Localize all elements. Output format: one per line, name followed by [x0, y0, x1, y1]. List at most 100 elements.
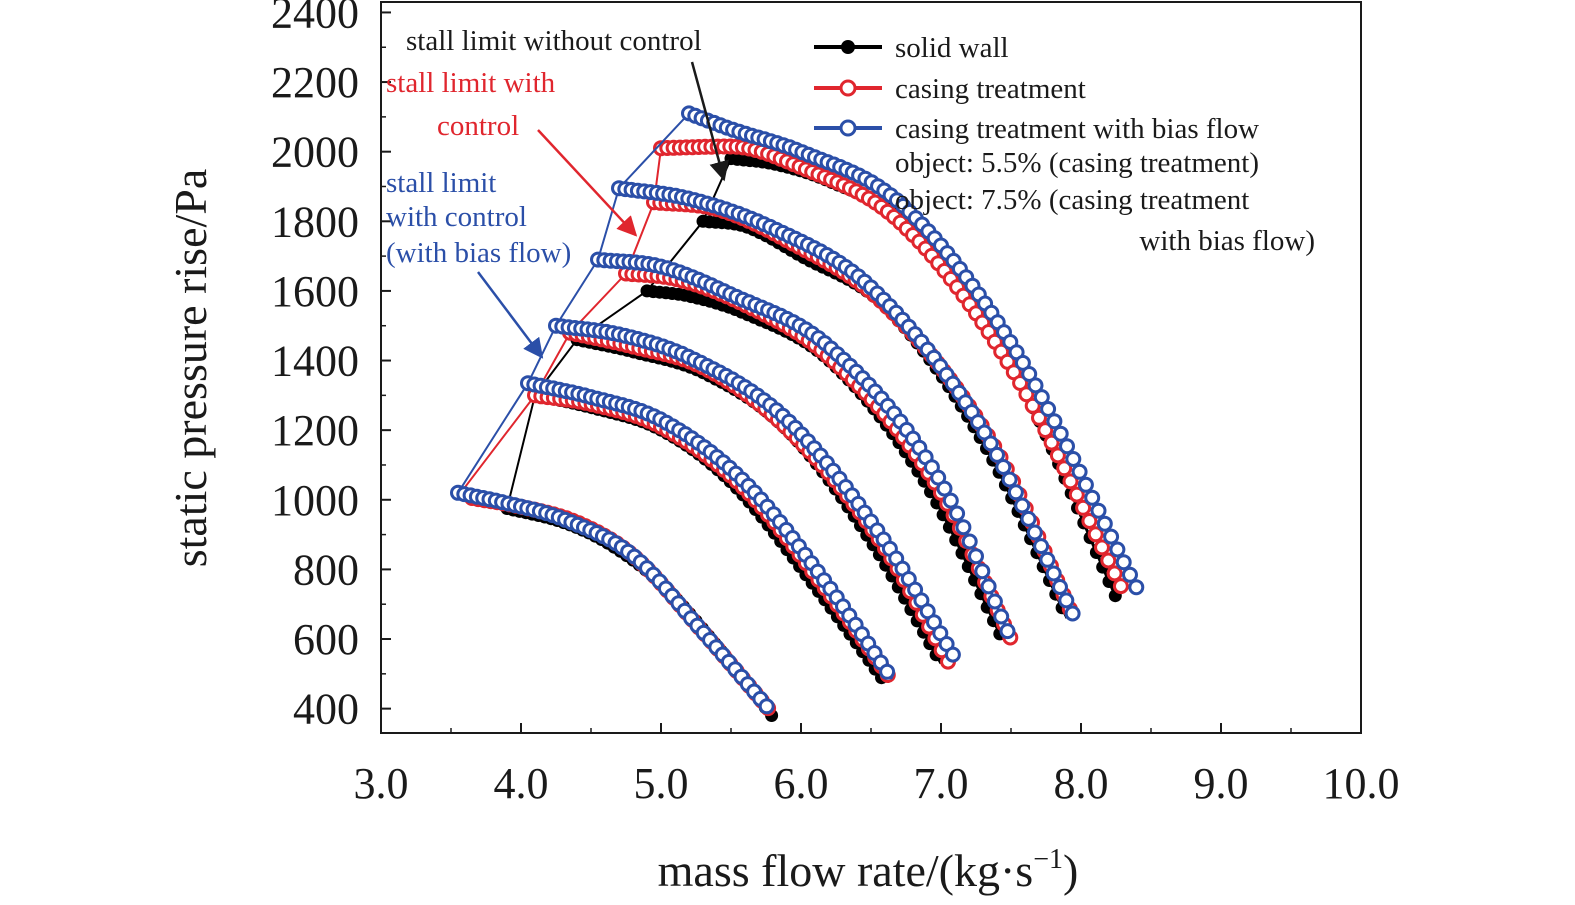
x-tick-label: 7.0: [914, 759, 969, 808]
annotation-arrow: [537, 129, 638, 237]
x-axis-title-close: ): [1063, 845, 1078, 896]
plot-area: [450, 105, 1145, 722]
x-tick-label: 3.0: [354, 759, 409, 808]
data-point: [993, 608, 1010, 625]
y-tick-label: 1200: [271, 406, 359, 455]
x-tick-label: 10.0: [1323, 759, 1400, 808]
legend-entry-solid-wall: solid wall: [814, 32, 1009, 64]
x-tick-label: 9.0: [1194, 759, 1249, 808]
data-point: [974, 563, 991, 580]
speedline-curve: [653, 200, 1076, 619]
data-point: [1046, 413, 1063, 430]
speedline-curve: [506, 507, 775, 719]
data-point: [1087, 526, 1104, 543]
data-point: [1075, 499, 1092, 516]
data-point: [1084, 489, 1101, 506]
data-point: [1007, 484, 1024, 501]
legend-label-bias-flow: casing treatment with bias flow: [895, 113, 1259, 145]
data-point: [999, 623, 1016, 640]
x-axis-title-sup: −1: [1033, 844, 1063, 875]
annotation-arrow: [477, 271, 544, 359]
y-tick-label: 1000: [271, 476, 359, 525]
legend-marker-casing-treatment: [839, 79, 857, 97]
y-tick-label: 800: [293, 545, 359, 594]
series-3: [450, 105, 1145, 715]
data-point: [936, 480, 953, 497]
legend: solid wall casing treatment casing treat…: [814, 32, 1315, 257]
data-point: [1071, 463, 1088, 480]
y-tick-label: 400: [293, 685, 359, 734]
data-point: [1115, 554, 1132, 571]
y-tick-label: 1400: [271, 337, 359, 386]
annotation-text: stall limit without control: [406, 25, 702, 57]
annotation-text: stall limit with: [386, 67, 556, 99]
data-point: [1052, 425, 1069, 442]
data-point: [1031, 409, 1047, 426]
data-point: [1033, 389, 1050, 406]
data-point: [1027, 377, 1044, 394]
data-point: [1026, 524, 1043, 541]
data-point: [1068, 486, 1085, 503]
annotation-text: (with bias flow): [386, 237, 571, 269]
y-tick-label: 2400: [271, 0, 359, 37]
data-point: [942, 492, 959, 509]
data-point: [1001, 471, 1018, 488]
data-point: [1094, 539, 1110, 556]
x-tick-label: 5.0: [634, 759, 689, 808]
data-point: [1103, 528, 1120, 545]
x-tick-label: 8.0: [1054, 759, 1109, 808]
x-tick-label: 4.0: [494, 759, 549, 808]
legend-entry-bias-flow: casing treatment with bias flow: [814, 113, 1259, 145]
y-tick-label: 2200: [271, 58, 359, 107]
data-point: [1112, 578, 1129, 595]
data-point: [1064, 605, 1081, 622]
data-point: [986, 593, 1003, 610]
data-point: [949, 505, 966, 522]
data-point: [879, 663, 896, 680]
data-point: [1081, 513, 1098, 529]
annotation-with-control: stall limit with control: [386, 67, 638, 237]
data-point: [1018, 386, 1035, 403]
data-point: [1062, 473, 1079, 490]
data-point: [1020, 510, 1037, 527]
annotation-arrow: [690, 61, 729, 182]
data-point: [1043, 434, 1060, 451]
y-tick-label: 1800: [271, 197, 359, 246]
data-point: [1128, 579, 1145, 596]
data-point: [995, 459, 1012, 475]
legend-note-bias-1: object: 7.5% (casing treatment: [895, 184, 1249, 216]
data-point: [1109, 541, 1126, 558]
plot-frame: [380, 1, 1362, 734]
y-tick-label: 1600: [271, 267, 359, 316]
data-point: [1052, 579, 1068, 595]
y-axis: 400 600 800 1000 1200 1400 1600 1800 2000 2200 240…: [271, 0, 391, 734]
x-tick-label: 6.0: [774, 759, 829, 808]
data-point: [989, 446, 1005, 463]
legend-marker-bias-flow: [839, 119, 857, 137]
data-point: [1122, 566, 1138, 583]
legend-label-solid-wall: solid wall: [895, 32, 1009, 64]
data-point: [1058, 592, 1075, 609]
x-axis: 3.0 4.0 5.0 6.0 7.0 8.0 9.0 10.0: [354, 723, 1400, 808]
x-axis-title-main: mass flow rate/(kg·s: [658, 845, 1034, 896]
data-point: [1106, 565, 1123, 582]
data-point: [1077, 476, 1094, 493]
x-axis-title: mass flow rate/(kg·s−1): [658, 844, 1079, 896]
data-point: [758, 698, 775, 715]
data-point: [1040, 401, 1057, 417]
y-tick-label: 2000: [271, 128, 359, 177]
data-point: [1014, 497, 1031, 514]
data-point: [982, 435, 999, 452]
data-point: [1059, 438, 1075, 455]
y-tick-label: 600: [293, 615, 359, 664]
data-point: [1096, 515, 1113, 532]
annotation-text: with control: [386, 201, 527, 233]
speedline-curve: [618, 186, 1074, 615]
data-point: [968, 548, 984, 565]
legend-label-casing-treatment: casing treatment: [895, 73, 1086, 105]
data-point: [1065, 451, 1082, 467]
data-point: [1090, 502, 1107, 519]
legend-note-ct: object: 5.5% (casing treatment): [895, 147, 1259, 179]
